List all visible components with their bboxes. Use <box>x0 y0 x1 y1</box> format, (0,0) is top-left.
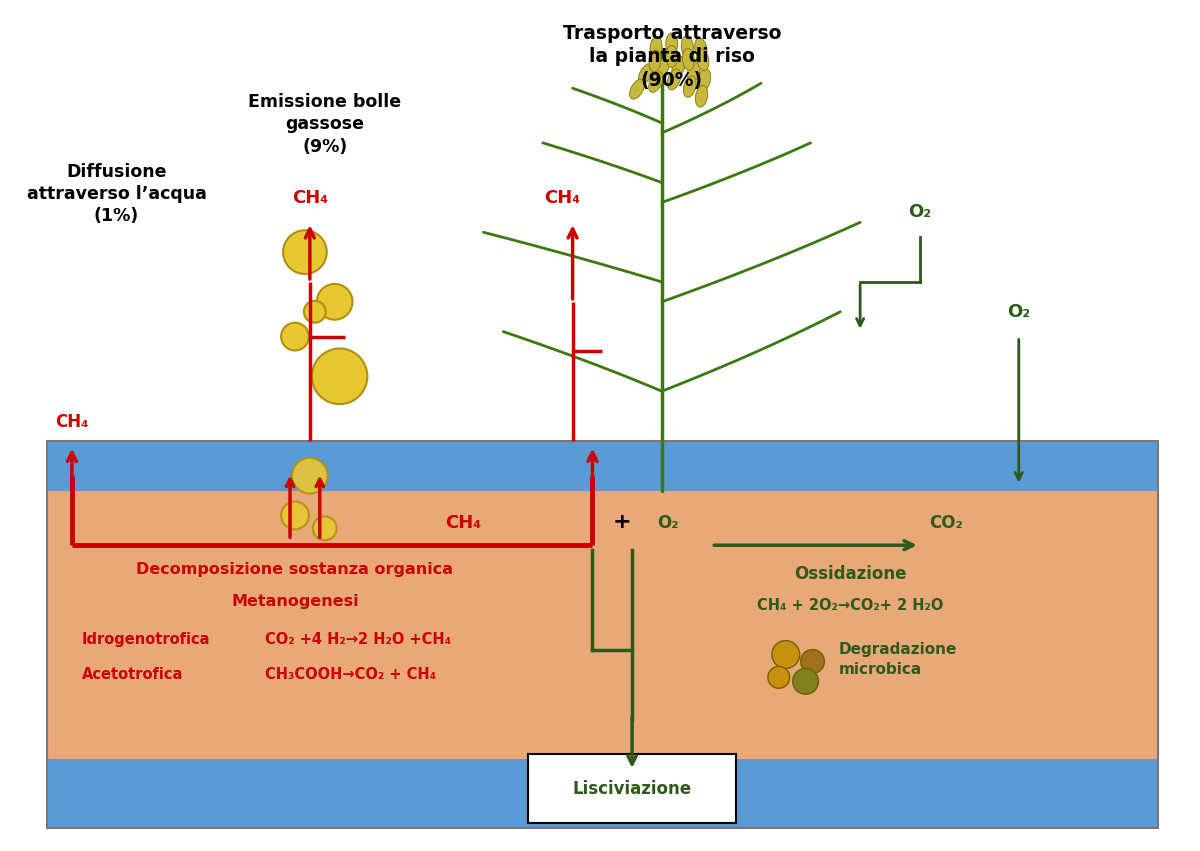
Ellipse shape <box>638 64 654 83</box>
Bar <box>47 441 1158 828</box>
Ellipse shape <box>672 56 685 77</box>
Text: O₂: O₂ <box>908 203 931 221</box>
Ellipse shape <box>649 71 662 92</box>
Ellipse shape <box>655 58 670 78</box>
Ellipse shape <box>696 49 709 71</box>
Text: CH₃COOH→CO₂ + CH₄: CH₃COOH→CO₂ + CH₄ <box>265 667 437 683</box>
FancyBboxPatch shape <box>528 754 736 824</box>
Text: CH₄: CH₄ <box>545 190 581 208</box>
Ellipse shape <box>695 38 707 60</box>
Circle shape <box>292 458 328 494</box>
Ellipse shape <box>683 76 696 97</box>
Text: O₂: O₂ <box>656 514 678 532</box>
Text: CH₄: CH₄ <box>55 413 89 431</box>
Text: CO₂ +4 H₂→2 H₂O +CH₄: CO₂ +4 H₂→2 H₂O +CH₄ <box>265 631 451 647</box>
Ellipse shape <box>649 50 661 71</box>
Text: Diffusione
attraverso l’acqua
(1%): Diffusione attraverso l’acqua (1%) <box>26 163 206 226</box>
Circle shape <box>304 300 325 323</box>
Text: Degradazione
microbica: Degradazione microbica <box>839 642 956 677</box>
Text: Acetotrofica: Acetotrofica <box>82 667 184 683</box>
Circle shape <box>313 517 337 540</box>
Text: CH₄: CH₄ <box>292 190 328 208</box>
Text: O₂: O₂ <box>1007 303 1031 321</box>
Text: Lisciviazione: Lisciviazione <box>572 780 691 797</box>
Ellipse shape <box>650 37 662 59</box>
Circle shape <box>281 323 308 351</box>
Circle shape <box>317 284 353 320</box>
Text: CO₂: CO₂ <box>930 514 964 532</box>
Text: Metanogenesi: Metanogenesi <box>232 594 359 609</box>
Text: Trasporto attraverso
la pianta di riso
(90%): Trasporto attraverso la pianta di riso (… <box>563 24 781 89</box>
Bar <box>47 441 1158 490</box>
Text: Ossidazione: Ossidazione <box>794 565 906 583</box>
Text: Emissione bolle
gassose
(9%): Emissione bolle gassose (9%) <box>248 93 401 156</box>
Ellipse shape <box>683 49 695 71</box>
Circle shape <box>312 349 367 404</box>
Bar <box>47 490 1158 759</box>
Text: CH₄ + 2O₂→CO₂+ 2 H₂O: CH₄ + 2O₂→CO₂+ 2 H₂O <box>757 598 943 613</box>
Circle shape <box>772 641 799 668</box>
Circle shape <box>281 501 308 529</box>
Ellipse shape <box>695 85 708 107</box>
Circle shape <box>283 231 326 274</box>
Ellipse shape <box>630 79 644 99</box>
Ellipse shape <box>666 33 678 54</box>
Text: CH₄: CH₄ <box>445 514 481 532</box>
Text: +: + <box>613 512 631 532</box>
Text: Idrogenotrofica: Idrogenotrofica <box>82 631 210 647</box>
Ellipse shape <box>688 60 701 83</box>
Bar <box>47 759 1158 828</box>
Circle shape <box>800 649 824 673</box>
Ellipse shape <box>682 36 694 58</box>
Circle shape <box>768 666 790 688</box>
Circle shape <box>793 668 818 694</box>
Ellipse shape <box>698 69 710 90</box>
Ellipse shape <box>667 69 680 90</box>
Text: Decomposizione sostanza organica: Decomposizione sostanza organica <box>137 563 454 577</box>
Ellipse shape <box>666 45 678 67</box>
